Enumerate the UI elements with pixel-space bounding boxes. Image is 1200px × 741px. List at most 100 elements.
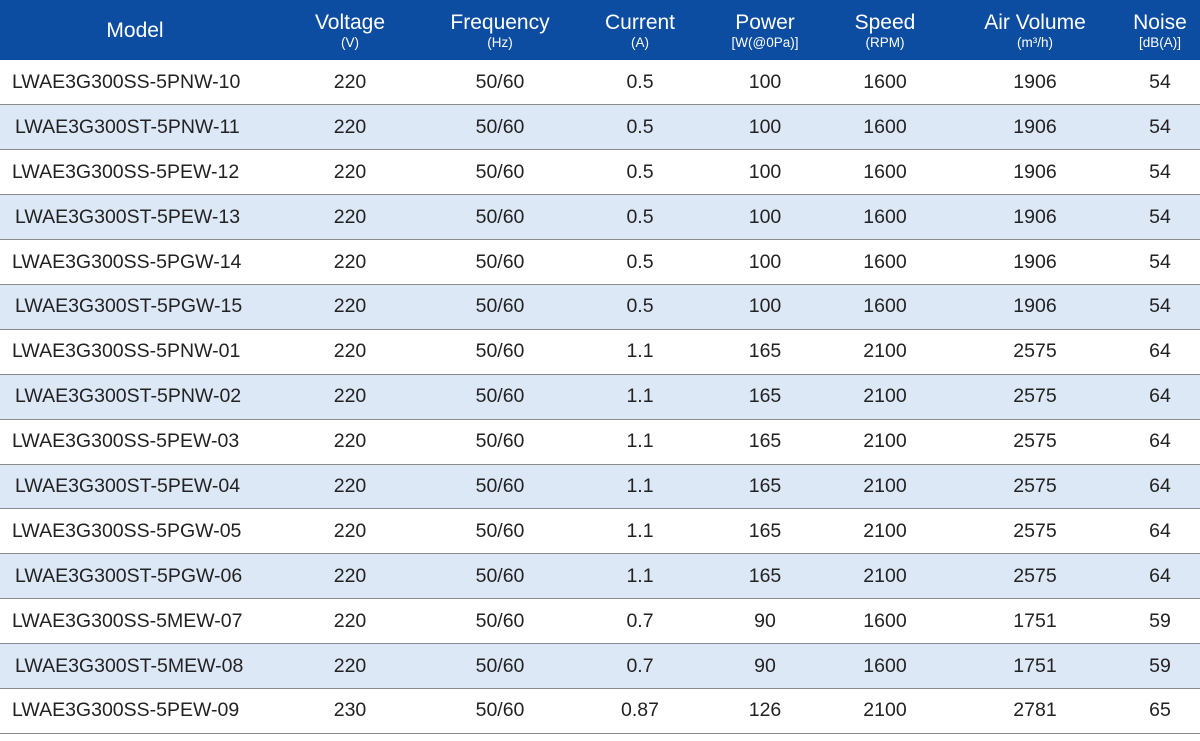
header-voltage: Voltage (V) [270,0,430,60]
header-noise-unit: [dB(A)] [1138,35,1181,51]
header-noise-label: Noise [1133,11,1187,35]
header-voltage-label: Voltage [314,11,386,35]
cell-speed: 2100 [863,474,907,497]
header-air-volume: Air Volume (m³/h) [950,0,1120,60]
cell-noise: 54 [1149,115,1171,138]
cell-speed: 2100 [863,340,907,363]
cell-voltage: 220 [333,430,367,453]
cell-frequency: 50/60 [475,160,525,183]
header-frequency: Frequency (Hz) [430,0,570,60]
cell-power: 100 [748,205,782,228]
cell-speed: 2100 [863,385,907,408]
cell-model: LWAE3G300SS-5PNW-01 [12,340,241,363]
cell-speed: 1600 [863,654,907,677]
cell-current: 1.1 [626,340,654,363]
cell-speed: 1600 [863,609,907,632]
header-frequency-unit: (Hz) [487,35,513,51]
cell-frequency: 50/60 [475,205,525,228]
cell-model: LWAE3G300SS-5PNW-10 [12,70,241,93]
cell-frequency: 50/60 [475,250,525,273]
cell-noise: 54 [1149,70,1171,93]
cell-power: 90 [754,609,776,632]
cell-speed: 1600 [863,295,907,318]
header-air-volume-label: Air Volume [984,11,1086,35]
cell-frequency: 50/60 [475,70,525,93]
cell-air-volume: 1906 [1013,250,1057,273]
cell-voltage: 220 [333,385,367,408]
cell-frequency: 50/60 [475,474,525,497]
cell-air-volume: 2575 [1013,474,1057,497]
table-row: LWAE3G300ST-5PGW-06 220 50/60 1.1 165 21… [0,553,1200,599]
cell-current: 0.7 [626,609,654,632]
cell-air-volume: 2781 [1013,699,1057,722]
table-row: LWAE3G300SS-5PEW-12 220 50/60 0.5 100 16… [0,150,1200,195]
cell-current: 1.1 [626,474,654,497]
cell-speed: 2100 [863,699,907,722]
cell-air-volume: 1751 [1013,654,1057,677]
cell-model: LWAE3G300SS-5PGW-14 [12,250,242,273]
cell-noise: 64 [1149,564,1171,587]
header-current: Current (A) [570,0,710,60]
table-row: LWAE3G300ST-5PEW-04 220 50/60 1.1 165 21… [0,464,1200,509]
cell-model: LWAE3G300ST-5PEW-13 [15,205,241,228]
table-row: LWAE3G300SS-5PGW-05 220 50/60 1.1 165 21… [0,509,1200,554]
cell-power: 100 [748,70,782,93]
cell-power: 100 [748,250,782,273]
cell-model: LWAE3G300ST-5PNW-11 [15,115,240,138]
header-speed-unit: (RPM) [865,35,905,51]
cell-air-volume: 1906 [1013,70,1057,93]
cell-speed: 1600 [863,205,907,228]
cell-noise: 64 [1149,430,1171,453]
cell-voltage: 220 [333,70,367,93]
cell-current: 1.1 [626,430,654,453]
table-row: LWAE3G300SS-5PEW-09 230 50/60 0.87 126 2… [0,688,1200,734]
cell-air-volume: 2575 [1013,340,1057,363]
cell-current: 0.5 [626,250,654,273]
cell-noise: 64 [1149,519,1171,542]
cell-noise: 59 [1149,609,1171,632]
cell-speed: 1600 [863,115,907,138]
cell-voltage: 220 [333,519,367,542]
cell-power: 165 [748,564,782,587]
cell-power: 90 [754,654,776,677]
cell-power: 165 [748,340,782,363]
cell-speed: 2100 [863,564,907,587]
cell-voltage: 220 [333,115,367,138]
cell-air-volume: 1906 [1013,115,1057,138]
header-power-label: Power [735,11,795,35]
cell-voltage: 220 [333,160,367,183]
cell-voltage: 220 [333,609,367,632]
header-air-volume-unit: (m³/h) [1017,35,1053,51]
cell-power: 126 [748,699,782,722]
cell-air-volume: 1906 [1013,295,1057,318]
table-row: LWAE3G300ST-5PGW-15 220 50/60 0.5 100 16… [0,284,1200,330]
cell-noise: 65 [1149,699,1171,722]
cell-frequency: 50/60 [475,295,525,318]
header-current-label: Current [604,11,676,35]
cell-noise: 54 [1149,295,1171,318]
cell-model: LWAE3G300SS-5PEW-09 [12,699,240,722]
cell-power: 165 [748,519,782,542]
cell-power: 165 [748,385,782,408]
cell-frequency: 50/60 [475,564,525,587]
header-speed: Speed (RPM) [820,0,950,60]
cell-noise: 64 [1149,385,1171,408]
cell-model: LWAE3G300ST-5PGW-15 [15,295,243,318]
cell-current: 0.87 [621,699,659,722]
cell-model: LWAE3G300ST-5PGW-06 [15,564,243,587]
header-power: Power [W(@0Pa)] [710,0,820,60]
table-header: Model Voltage (V) Frequency (Hz) Current… [0,0,1200,60]
table-row: LWAE3G300ST-5PNW-02 220 50/60 1.1 165 21… [0,374,1200,420]
cell-air-volume: 2575 [1013,564,1057,587]
table-body: LWAE3G300SS-5PNW-10 220 50/60 0.5 100 16… [0,60,1200,734]
cell-voltage: 230 [333,699,367,722]
header-current-unit: (A) [631,35,649,51]
cell-model: LWAE3G300SS-5PEW-03 [12,430,240,453]
cell-voltage: 220 [333,564,367,587]
cell-power: 165 [748,430,782,453]
cell-current: 1.1 [626,519,654,542]
cell-speed: 2100 [863,519,907,542]
header-voltage-unit: (V) [341,35,359,51]
cell-noise: 54 [1149,205,1171,228]
